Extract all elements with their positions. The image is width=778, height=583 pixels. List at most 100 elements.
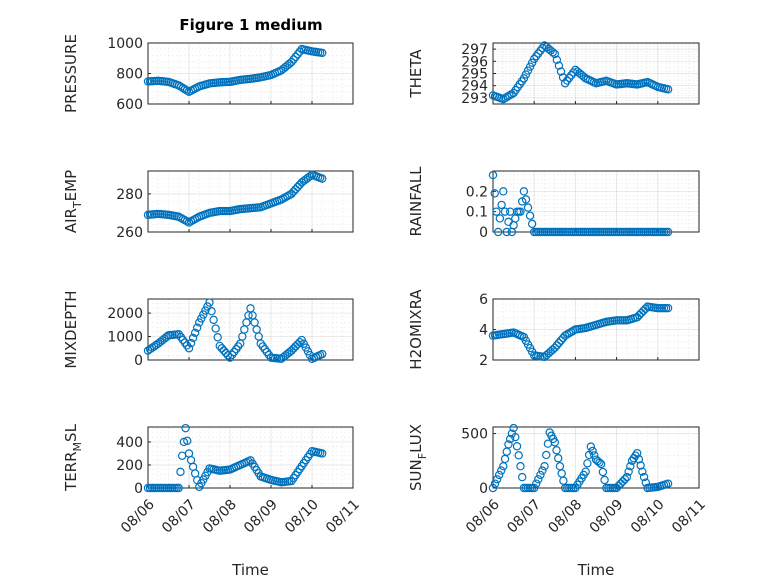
data-point-trail bbox=[494, 470, 504, 480]
data-point-trail bbox=[598, 467, 608, 477]
data-point-trail bbox=[295, 47, 304, 56]
data-point-trail bbox=[182, 86, 192, 95]
y-axis-label: SUNFLUX bbox=[407, 424, 429, 491]
data-point-trail bbox=[495, 214, 505, 223]
data-point bbox=[663, 85, 673, 94]
data-point bbox=[499, 94, 508, 104]
data-point-trail bbox=[532, 51, 541, 61]
subplot-5: 0 1000 2000 MIXDEPTH bbox=[62, 290, 354, 369]
data-point-trail bbox=[199, 310, 208, 319]
y-tick-label: 0.1 bbox=[466, 205, 488, 221]
data-point bbox=[493, 227, 503, 237]
data-point bbox=[287, 57, 296, 67]
data-point bbox=[195, 318, 204, 327]
data-point-trail bbox=[554, 454, 563, 463]
data-point bbox=[184, 344, 194, 353]
data-point-trail bbox=[554, 338, 564, 348]
data-point-trail bbox=[534, 49, 543, 58]
data-point-trail bbox=[636, 461, 645, 470]
data-point-trail bbox=[183, 436, 192, 446]
data-point bbox=[205, 298, 214, 307]
data-point-trail bbox=[569, 68, 578, 77]
y-axis-label-rest: EMP bbox=[62, 170, 80, 201]
data-point-trail bbox=[562, 330, 572, 339]
data-point bbox=[586, 442, 596, 451]
data-point bbox=[504, 440, 513, 449]
y-axis-label-subscript: F bbox=[416, 453, 429, 459]
data-point bbox=[516, 207, 525, 216]
y-axis-label: H2OMIXRA bbox=[407, 289, 425, 370]
subplot-6: 2 4 6 H2OMIXRA bbox=[407, 289, 700, 370]
y-tick-label: 6 bbox=[479, 292, 488, 308]
subplot-3: 260 280 AIRTEMP bbox=[62, 170, 354, 241]
data-point-trail bbox=[178, 83, 188, 93]
data-point bbox=[633, 448, 642, 458]
data-point-trail bbox=[538, 43, 547, 53]
data-point-trail bbox=[554, 61, 564, 70]
data-point-trail bbox=[492, 475, 502, 484]
data-point bbox=[499, 187, 508, 196]
y-axis-label: AIRTEMP bbox=[62, 170, 84, 233]
data-point-trail bbox=[600, 475, 609, 485]
y-axis-label: THETA bbox=[407, 49, 425, 99]
data-point-trail bbox=[562, 76, 572, 85]
data-point bbox=[318, 48, 327, 58]
data-point bbox=[550, 343, 560, 352]
data-point-trail bbox=[211, 324, 220, 333]
data-point-trail bbox=[207, 307, 216, 316]
data-point-trail bbox=[201, 306, 210, 315]
data-point bbox=[502, 227, 511, 237]
data-point bbox=[596, 459, 606, 469]
y-axis-label-rest: SL bbox=[62, 423, 80, 442]
data-point bbox=[181, 423, 190, 433]
data-point-trail bbox=[521, 195, 531, 204]
data-point bbox=[622, 472, 632, 482]
plot-area bbox=[147, 298, 354, 361]
data-point bbox=[287, 189, 296, 199]
data-point-trail bbox=[503, 92, 512, 101]
data-point-trail bbox=[641, 304, 650, 313]
y-tick-label: 260 bbox=[116, 225, 143, 241]
x-axis-label: Time bbox=[231, 561, 269, 579]
y-axis-label: RAINFALL bbox=[407, 166, 425, 237]
x-axis-label: Time bbox=[577, 561, 615, 579]
data-point-trail bbox=[634, 455, 644, 464]
y-tick-label: 1000 bbox=[107, 330, 143, 346]
plot-border bbox=[147, 298, 354, 361]
data-point-trail bbox=[179, 437, 189, 447]
data-point-trail bbox=[192, 323, 202, 332]
data-point-trail bbox=[517, 472, 527, 482]
y-tick-label: 800 bbox=[116, 67, 143, 83]
data-point-trail bbox=[209, 315, 218, 325]
data-point-trail bbox=[197, 314, 206, 323]
data-point-trail bbox=[511, 432, 520, 442]
data-point bbox=[318, 174, 327, 183]
plot-border bbox=[147, 170, 354, 233]
data-point-trail bbox=[595, 458, 604, 467]
data-point-trail bbox=[624, 467, 633, 476]
y-tick-label: 200 bbox=[116, 458, 143, 474]
plot-border bbox=[147, 426, 354, 489]
data-point-trail bbox=[217, 344, 226, 353]
data-point-trail bbox=[180, 85, 190, 94]
data-point-trail bbox=[293, 182, 302, 192]
data-point-trail bbox=[213, 333, 222, 342]
data-point-trail bbox=[552, 341, 562, 350]
y-tick-label: 4 bbox=[479, 323, 488, 339]
y-axis-label-main: PRESSURE bbox=[62, 34, 80, 113]
data-point bbox=[540, 462, 549, 471]
y-tick-label: 400 bbox=[116, 435, 143, 451]
data-point bbox=[550, 438, 560, 447]
data-point bbox=[509, 423, 518, 433]
y-tick-label: 297 bbox=[461, 42, 488, 58]
data-point bbox=[530, 54, 539, 64]
plot-border bbox=[492, 426, 700, 489]
data-point-trail bbox=[516, 462, 525, 471]
y-tick-label: 0 bbox=[134, 353, 143, 369]
data-point-trail bbox=[556, 336, 566, 345]
y-axis-label-subscript: T bbox=[71, 201, 84, 209]
y-tick-label: 295 bbox=[461, 67, 488, 83]
data-point-trail bbox=[490, 479, 500, 488]
y-axis-label-rest: LUX bbox=[407, 424, 425, 453]
figure-title: Figure 1 medium bbox=[179, 16, 322, 34]
